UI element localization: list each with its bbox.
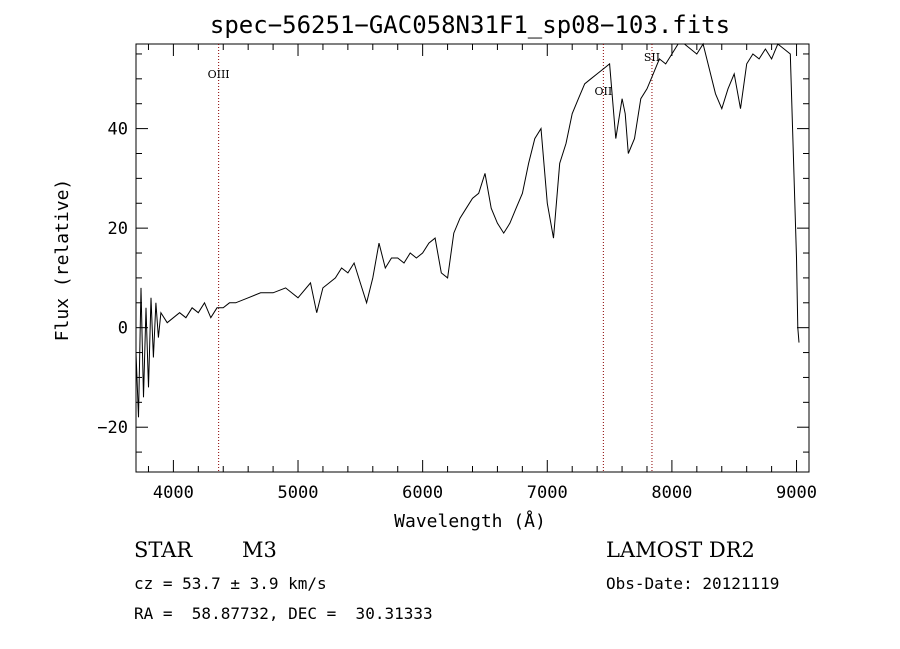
y-tick-label: 40 — [108, 120, 128, 140]
object-type: STAR — [134, 538, 193, 562]
emission-line-label: SII — [644, 51, 660, 64]
x-tick-label: 6000 — [402, 483, 443, 503]
x-tick-label: 5000 — [278, 483, 319, 503]
spectrum-chart: spec−56251−GAC058N31F1_sp08−103.fits 400… — [52, 11, 817, 532]
x-tick-label: 7000 — [527, 483, 568, 503]
y-tick-label: 20 — [108, 219, 128, 239]
subclass: M3 — [242, 538, 277, 562]
chart-title: spec−56251−GAC058N31F1_sp08−103.fits — [210, 11, 730, 39]
emission-line-label: OIII — [208, 68, 230, 81]
y-axis-label: Flux (relative) — [52, 179, 73, 342]
x-tick-label: 9000 — [776, 483, 817, 503]
obs-date: Obs-Date: 20121119 — [606, 574, 780, 593]
spectrum-line — [135, 42, 800, 418]
coordinates: RA = 58.87732, DEC = 30.31333 — [134, 604, 433, 623]
y-axis-ticks: −20 0 20 40 — [97, 120, 809, 438]
minor-ticks — [136, 44, 809, 472]
redshift-velocity: cz = 53.7 ± 3.9 km/s — [134, 574, 327, 593]
x-tick-label: 4000 — [153, 483, 194, 503]
y-tick-label: −20 — [97, 418, 128, 438]
plot-frame — [135, 43, 810, 473]
x-axis-label: Wavelength (Å) — [394, 510, 546, 532]
y-tick-label: 0 — [118, 319, 128, 339]
emission-line-label: OII — [595, 85, 613, 98]
x-axis-ticks: 4000 5000 6000 7000 8000 9000 — [153, 44, 817, 503]
emission-line-markers: OIII OII SII — [208, 44, 660, 472]
survey-label: LAMOST DR2 — [606, 538, 755, 562]
x-tick-label: 8000 — [651, 483, 692, 503]
